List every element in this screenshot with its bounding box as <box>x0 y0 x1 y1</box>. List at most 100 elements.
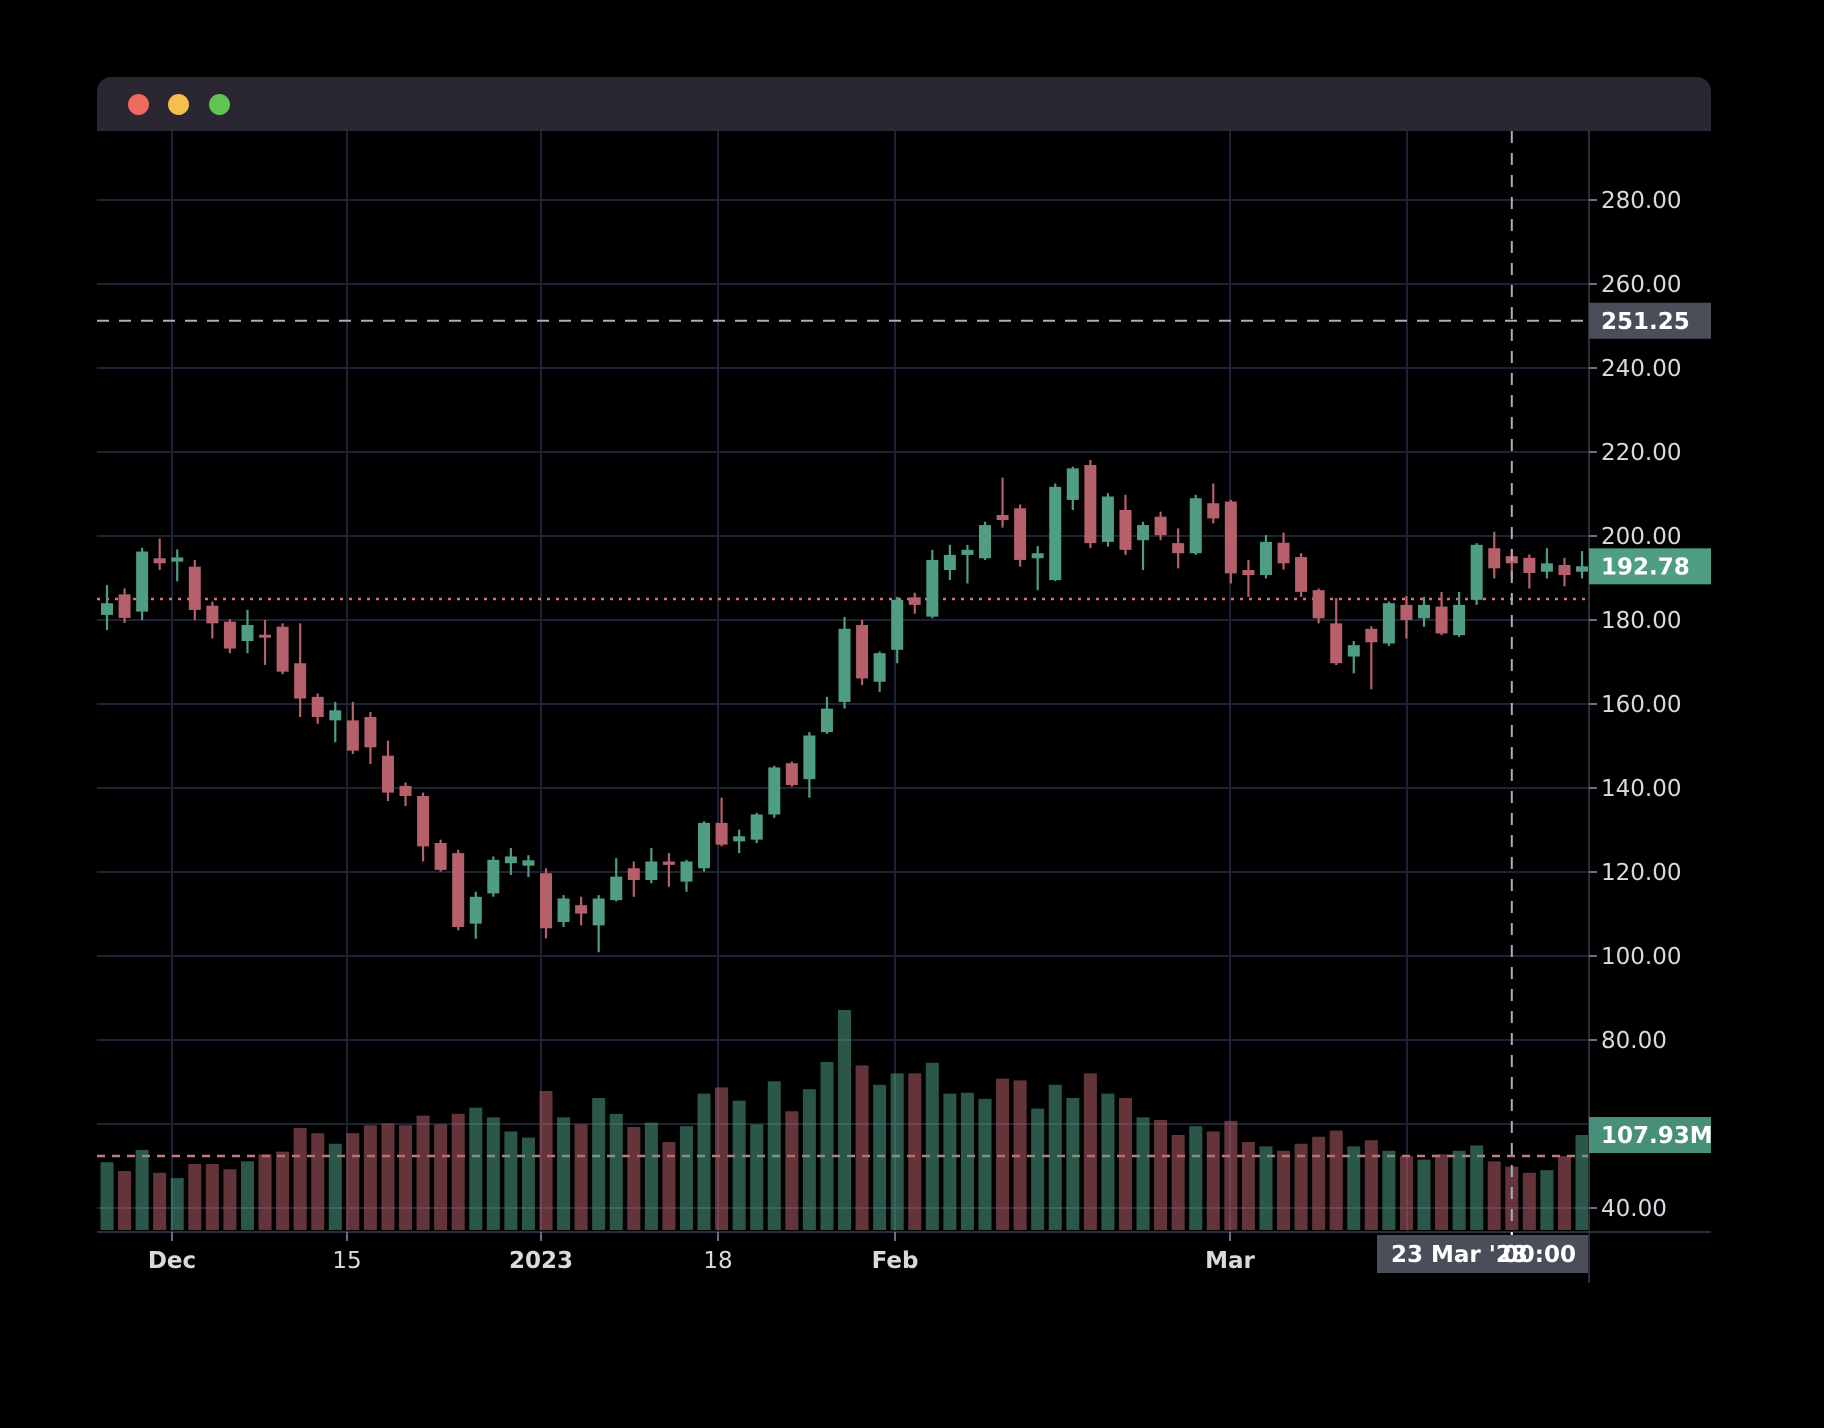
candle-body <box>381 755 394 793</box>
candle-body <box>1277 542 1290 564</box>
volume-bar <box>1241 1142 1255 1230</box>
candle-body <box>101 603 113 615</box>
volume-bar <box>960 1092 974 1230</box>
candle-body <box>557 898 570 922</box>
candle-body <box>1453 604 1466 636</box>
volume-bar <box>100 1162 114 1230</box>
candle-body <box>820 708 833 733</box>
candle-body <box>785 763 798 786</box>
volume-bar <box>908 1073 922 1230</box>
candle-body <box>996 515 1009 521</box>
volume-bar <box>855 1065 869 1230</box>
volume-bar <box>943 1093 957 1230</box>
candle-body <box>1224 501 1237 574</box>
price-axis[interactable]: 280.00 260.00 240.00 220.00 200.00 180.00 160.… <box>1589 188 1681 1222</box>
candles-layer <box>101 459 1589 953</box>
volume-badge-label: 107.93M <box>1601 1123 1711 1149</box>
candle-body <box>1189 498 1202 554</box>
candle-body <box>698 822 711 869</box>
candle-body <box>540 873 552 929</box>
volume-bar <box>1522 1172 1536 1230</box>
volume-bar <box>1189 1126 1203 1230</box>
price-axis-label: 140.00 <box>1601 776 1681 802</box>
candle-body <box>1031 553 1044 559</box>
candle-body <box>838 628 851 702</box>
chart-area[interactable]: 280.00 260.00 240.00 220.00 200.00 180.00 160.… <box>97 131 1711 1283</box>
candle-body <box>241 625 254 641</box>
volume-bar <box>205 1164 219 1230</box>
volume-bar <box>679 1126 693 1230</box>
window-titlebar[interactable] <box>97 77 1711 131</box>
candle-body <box>329 710 342 721</box>
candle-body <box>1330 623 1343 664</box>
candle-body <box>1014 508 1027 560</box>
volume-bar <box>416 1115 430 1230</box>
volume-bar <box>486 1117 500 1230</box>
close-button[interactable] <box>128 93 149 115</box>
time-axis-label: 18 <box>703 1248 732 1274</box>
volume-bar <box>802 1089 816 1230</box>
volume-bar <box>1066 1098 1080 1230</box>
candle-body <box>1119 509 1132 550</box>
volume-bar <box>996 1078 1010 1230</box>
candle-body <box>1049 486 1062 581</box>
volume-badge <box>1589 1117 1711 1154</box>
candle-body <box>943 554 956 571</box>
last-price-badge-label: 192.78 <box>1601 554 1690 580</box>
price-axis-label: 220.00 <box>1601 440 1681 466</box>
candle-body <box>645 861 658 880</box>
candle-body <box>434 843 447 870</box>
volume-bar <box>363 1125 377 1230</box>
candle-body <box>873 653 886 682</box>
volume-bar <box>258 1154 272 1230</box>
candle-body <box>188 566 201 610</box>
candle-body <box>153 558 166 564</box>
candle-body <box>1418 604 1430 619</box>
candle-body <box>1400 604 1413 620</box>
candle-body <box>908 597 921 605</box>
volume-bar <box>820 1061 834 1230</box>
candle-body <box>891 599 904 650</box>
price-axis-label: 260.00 <box>1601 272 1681 298</box>
volume-bar <box>311 1133 325 1230</box>
minimize-button[interactable] <box>168 93 189 115</box>
volume-bar <box>223 1169 237 1230</box>
candle-body <box>1207 503 1220 519</box>
volume-bar <box>1364 1140 1378 1230</box>
volume-bar <box>557 1117 571 1230</box>
candle-body <box>1242 570 1255 576</box>
candlestick-chart[interactable]: 280.00 260.00 240.00 220.00 200.00 180.00 160.… <box>97 131 1711 1283</box>
volume-bar <box>1048 1084 1062 1230</box>
candle-body <box>610 876 623 901</box>
volume-bar <box>750 1124 764 1230</box>
volume-bar <box>1154 1120 1168 1230</box>
candle-body <box>1295 557 1308 592</box>
candle-body <box>1523 557 1536 573</box>
price-axis-label: 280.00 <box>1601 188 1681 214</box>
volume-bar <box>627 1127 641 1230</box>
candle-body <box>136 551 149 612</box>
candle-body <box>575 905 588 914</box>
candle-body <box>399 785 412 796</box>
time-axis-label: Feb <box>872 1248 919 1274</box>
price-axis-label: 120.00 <box>1601 860 1681 886</box>
candle-body <box>223 621 236 649</box>
volume-bar <box>609 1113 623 1230</box>
volume-bar <box>978 1098 992 1230</box>
volume-bar <box>767 1081 781 1230</box>
candle-body <box>961 549 974 555</box>
candle-body <box>856 625 869 679</box>
candle-body <box>294 663 307 699</box>
price-axis-label: 80.00 <box>1601 1028 1667 1054</box>
volume-bar <box>539 1090 553 1230</box>
volume-bar <box>715 1087 729 1230</box>
candle-body <box>522 860 535 866</box>
volume-bar <box>434 1124 448 1230</box>
volume-bar <box>276 1151 290 1230</box>
volume-bar <box>925 1062 939 1230</box>
time-axis[interactable]: Dec 15 2023 18 Feb Mar <box>148 1232 1256 1274</box>
zoom-button[interactable] <box>209 93 230 115</box>
price-axis-label: 100.00 <box>1601 944 1681 970</box>
candle-body <box>1154 516 1167 536</box>
candle-body <box>1259 541 1272 576</box>
